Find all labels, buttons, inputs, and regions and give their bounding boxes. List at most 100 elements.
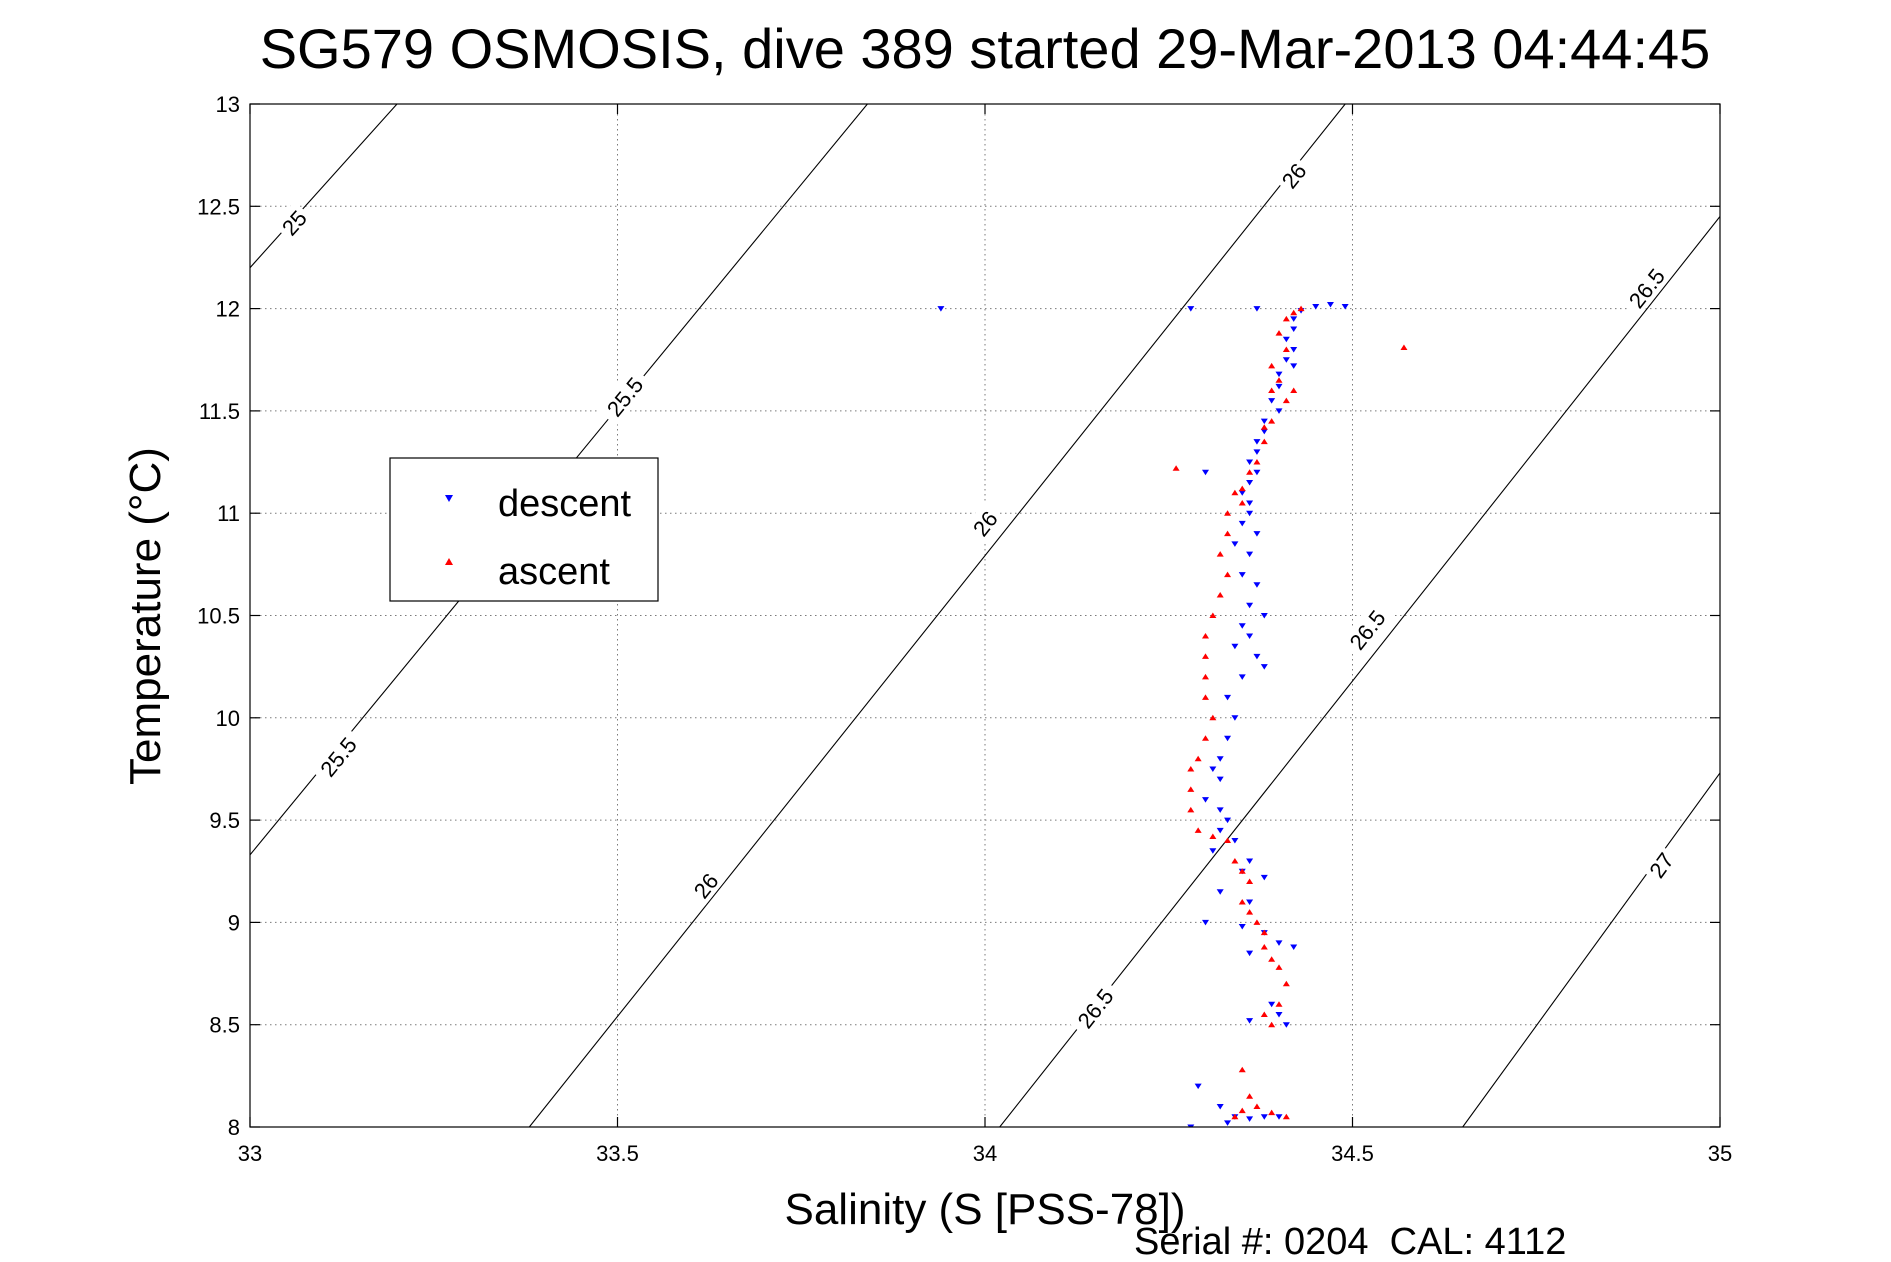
ascent-point xyxy=(1275,377,1283,383)
x-tick-label: 34.5 xyxy=(1331,1141,1374,1166)
y-tick-label: 8 xyxy=(228,1115,240,1140)
descent-point xyxy=(1209,766,1217,772)
y-tick-label: 9 xyxy=(228,910,240,935)
ascent-point xyxy=(1238,898,1246,905)
x-axis-label: Salinity (S [PSS-78]) xyxy=(784,1185,1185,1234)
ascent-point xyxy=(1260,438,1268,445)
descent-point xyxy=(1224,817,1232,824)
descent-point xyxy=(1238,572,1246,578)
ascent-point xyxy=(1400,344,1408,350)
y-tick-label: 12 xyxy=(216,297,240,322)
ascent-point xyxy=(1282,1113,1290,1120)
legend-label-ascent: ascent xyxy=(498,551,610,593)
descent-point xyxy=(1268,1001,1276,1008)
ascent-point xyxy=(1172,465,1180,471)
ascent-point xyxy=(1238,868,1246,874)
ascent-point xyxy=(1282,315,1290,322)
descent-point xyxy=(1260,428,1268,435)
ascent-point xyxy=(1194,827,1202,833)
y-tick-label: 9.5 xyxy=(209,808,240,833)
y-tick-label: 8.5 xyxy=(209,1013,240,1038)
x-tick-label: 33 xyxy=(238,1141,262,1166)
data-markers xyxy=(937,302,1408,1127)
y-tick-label: 13 xyxy=(216,92,240,117)
descent-point xyxy=(1312,304,1320,310)
ascent-point xyxy=(1216,551,1224,557)
descent-point xyxy=(1268,398,1276,404)
ascent-point xyxy=(1209,612,1217,618)
ascent-point xyxy=(1253,919,1261,925)
legend-box xyxy=(389,457,659,602)
descent-point xyxy=(1238,674,1246,680)
contour-label-bg xyxy=(1338,599,1394,660)
descent-point xyxy=(1224,694,1232,701)
descent-point xyxy=(1253,439,1261,445)
ascent-point xyxy=(1187,765,1195,772)
descent-point xyxy=(1246,633,1254,639)
ascent-point xyxy=(1253,1103,1261,1110)
descent-point xyxy=(1224,1120,1232,1126)
descent-point xyxy=(1341,304,1349,310)
descent-point xyxy=(1216,776,1224,783)
y-tick-label: 10.5 xyxy=(197,604,240,629)
descent-point xyxy=(1231,838,1239,844)
ascent-point xyxy=(1253,459,1261,465)
descent-point xyxy=(937,306,945,312)
ascent-point xyxy=(1238,499,1246,506)
ascent-point xyxy=(1231,489,1239,496)
ascent-point xyxy=(1282,346,1290,353)
descent-point xyxy=(1290,326,1298,333)
ascent-point xyxy=(1246,909,1254,915)
ascent-point xyxy=(1260,929,1268,936)
descent-point xyxy=(1194,1083,1202,1090)
ascent-point xyxy=(1187,806,1195,813)
descent-point xyxy=(1231,541,1239,547)
descent-point xyxy=(1246,500,1254,506)
contour-label-bg xyxy=(684,864,726,906)
ascent-point xyxy=(1216,592,1224,598)
descent-point xyxy=(1290,944,1298,950)
contour-label-bg xyxy=(309,726,366,786)
ascent-point xyxy=(1290,387,1298,393)
ascent-point xyxy=(1246,1093,1254,1099)
ascent-point xyxy=(1275,1001,1283,1007)
descent-point xyxy=(1246,480,1254,486)
descent-point xyxy=(1246,1116,1254,1122)
descent-point xyxy=(1282,357,1290,363)
legend-marker-descent xyxy=(445,495,453,502)
descent-point xyxy=(1253,653,1261,660)
ascent-point xyxy=(1260,943,1268,950)
descent-point xyxy=(1290,316,1298,322)
descent-point xyxy=(1282,336,1290,343)
contour-line-26 xyxy=(528,104,1346,1127)
ascent-point xyxy=(1275,964,1283,970)
x-tick-label: 35 xyxy=(1708,1141,1732,1166)
legend-label-descent: descent xyxy=(498,483,632,525)
ascent-point xyxy=(1202,653,1209,659)
descent-point xyxy=(1216,756,1224,762)
y-tick-label: 10 xyxy=(216,706,240,731)
descent-point xyxy=(1246,459,1254,466)
descent-point xyxy=(1275,383,1283,390)
ascent-point xyxy=(1282,397,1290,404)
descent-point xyxy=(1253,582,1261,588)
descent-point xyxy=(1202,919,1209,926)
series-ascent xyxy=(1172,305,1408,1120)
descent-point xyxy=(1290,363,1298,369)
x-tick-label: 33.5 xyxy=(596,1141,639,1166)
descent-point xyxy=(1275,408,1283,414)
ascent-point xyxy=(1268,387,1276,393)
descent-point xyxy=(1253,306,1261,312)
descent-point xyxy=(1246,899,1254,905)
descent-point xyxy=(1216,889,1224,895)
descent-point xyxy=(1187,306,1195,312)
descent-point xyxy=(1202,797,1209,803)
ascent-point xyxy=(1231,858,1239,864)
descent-point xyxy=(1275,371,1283,378)
descent-point xyxy=(1275,1114,1283,1120)
ascent-point xyxy=(1202,632,1209,639)
descent-point xyxy=(1275,940,1283,946)
descent-point xyxy=(1246,858,1254,865)
ascent-point xyxy=(1209,714,1217,721)
descent-point xyxy=(1253,469,1261,476)
